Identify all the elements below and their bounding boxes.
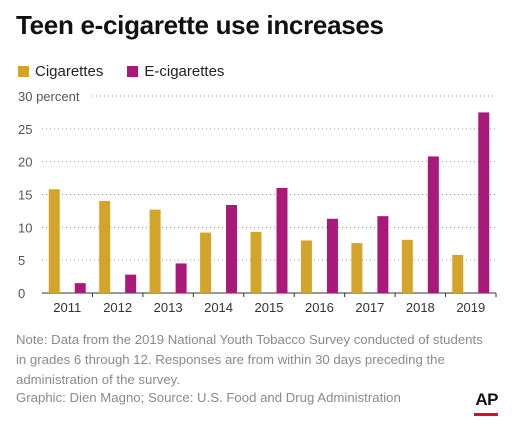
chart-title: Teen e-cigarette use increases [16, 10, 384, 40]
bar-cigarettes [351, 243, 363, 293]
bar-cigarettes [99, 201, 111, 293]
x-tick-label: 2011 [53, 300, 81, 315]
x-tick-label: 2012 [103, 300, 132, 315]
x-tick-label: 2014 [204, 300, 233, 315]
bar-e-cigarettes [377, 216, 389, 293]
legend-swatch-cigarettes [18, 66, 29, 77]
x-tick-label: 2016 [305, 300, 334, 315]
legend: Cigarettes E-cigarettes [18, 63, 248, 80]
ap-logo: AP [475, 390, 498, 409]
bar-cigarettes [250, 231, 262, 293]
y-tick-label: 5 [18, 253, 25, 268]
y-tick-label: 25 [18, 122, 32, 137]
x-tick-label: 2017 [355, 300, 384, 315]
bar-cigarettes [452, 254, 464, 293]
bar-e-cigarettes [175, 263, 187, 293]
x-tick-label: 2019 [456, 300, 485, 315]
bar-cigarettes [149, 209, 161, 293]
chart-note: Note: Data from the 2019 National Youth … [16, 332, 483, 387]
chart-credit: Graphic: Dien Magno; Source: U.S. Food a… [16, 390, 401, 405]
y-tick-label: 0 [18, 286, 25, 301]
bar-e-cigarettes [326, 218, 338, 293]
y-tick-label: 10 [18, 220, 32, 235]
bar-cigarettes [48, 189, 60, 293]
ap-logo-underline [474, 413, 498, 416]
bar-e-cigarettes [427, 156, 439, 293]
legend-label-cigarettes: Cigarettes [35, 63, 104, 80]
x-tick-label: 2013 [154, 300, 183, 315]
x-tick-label: 2018 [406, 300, 435, 315]
bar-cigarettes [300, 240, 312, 293]
y-tick-label: 20 [18, 155, 32, 170]
bar-e-cigarettes [226, 205, 238, 293]
bar-e-cigarettes [74, 283, 86, 293]
y-tick-label: 30 percent [18, 89, 80, 104]
legend-item-e-cigarettes: E-cigarettes [127, 63, 224, 80]
bar-e-cigarettes [276, 187, 288, 293]
legend-label-e-cigarettes: E-cigarettes [144, 63, 225, 80]
bar-cigarettes [200, 232, 212, 293]
x-tick-label: 2015 [255, 300, 284, 315]
bar-e-cigarettes [478, 112, 490, 294]
bar-e-cigarettes [125, 274, 137, 293]
y-tick-label: 15 [18, 188, 32, 203]
bar-cigarettes [401, 239, 413, 293]
legend-item-cigarettes: Cigarettes [18, 63, 103, 80]
legend-swatch-e-cigarettes [127, 66, 139, 77]
